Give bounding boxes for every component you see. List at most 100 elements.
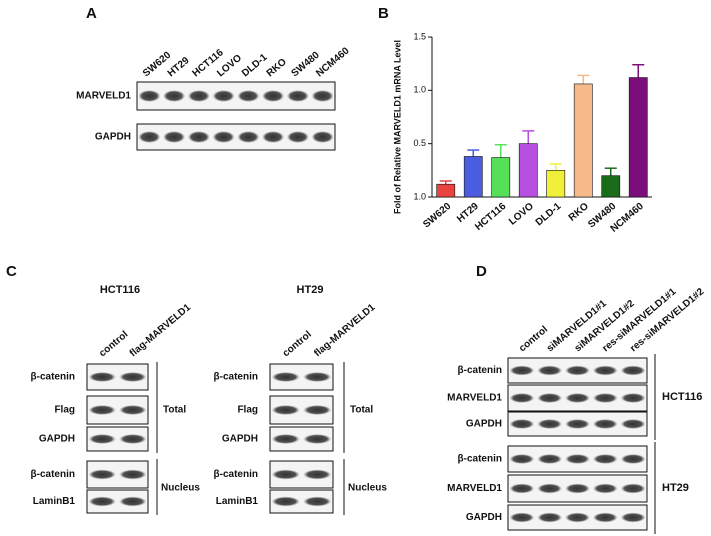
blot-band — [187, 131, 211, 143]
blot-band — [261, 131, 285, 143]
blot-band — [162, 90, 186, 102]
blot-band — [88, 469, 116, 480]
blot-band — [119, 405, 147, 415]
bar — [436, 183, 456, 198]
row-label: GAPDH — [95, 132, 131, 143]
y-tick-label: 1.0 — [413, 85, 426, 95]
y-axis-label: Fold of Relative MARVELD1 mRNA Level — [392, 40, 402, 214]
row-label: GAPDH — [466, 419, 502, 430]
blot-band — [88, 496, 116, 507]
panel-label: A — [86, 5, 97, 22]
panel-label: C — [6, 263, 17, 280]
blot-band — [119, 434, 147, 444]
blot-band — [271, 372, 300, 382]
blot-band — [509, 365, 535, 376]
blot-box — [86, 489, 149, 514]
blot-band — [286, 131, 310, 143]
fraction-label: Total — [350, 405, 373, 416]
blot-band — [138, 90, 161, 102]
blot-band — [620, 365, 646, 376]
row-label: MARVELD1 — [447, 393, 502, 404]
row-label: LaminB1 — [216, 496, 259, 507]
blot-band — [537, 483, 563, 494]
row-label: GAPDH — [466, 512, 502, 523]
blot-band — [119, 469, 147, 480]
blot-band — [592, 483, 618, 494]
fraction-label: Nucleus — [348, 483, 387, 494]
row-label: LaminB1 — [33, 496, 76, 507]
panel-label: B — [378, 5, 389, 22]
blot-band — [620, 393, 646, 403]
row-label: Flag — [237, 405, 258, 416]
x-tick-label: DLD-1 — [534, 201, 564, 229]
blot-band — [162, 131, 186, 143]
blot-band — [509, 483, 535, 494]
blot-band — [620, 454, 646, 464]
blot-band — [303, 469, 332, 480]
row-label: GAPDH — [222, 434, 258, 445]
blot-band — [592, 512, 618, 523]
lane-label: control — [97, 329, 130, 359]
blot-band — [509, 419, 535, 429]
bar — [573, 83, 593, 198]
fraction-label: Nucleus — [161, 483, 200, 494]
x-tick-label: SW620 — [421, 201, 454, 231]
blot-band — [88, 372, 116, 382]
blot-band — [119, 496, 147, 507]
lane-label: DLD-1 — [240, 52, 270, 80]
blot-band — [620, 512, 646, 523]
row-label: β-catenin — [458, 365, 502, 376]
blot-band — [138, 131, 161, 143]
row-label: GAPDH — [39, 434, 75, 445]
cell-label: HT29 — [297, 284, 324, 296]
lane-label: control — [517, 324, 550, 354]
blot-band — [509, 512, 535, 523]
x-tick-label: HCT116 — [473, 201, 509, 233]
bar — [546, 170, 566, 198]
row-label: Flag — [54, 405, 75, 416]
cell-label: HT29 — [662, 482, 689, 494]
blot-band — [271, 405, 300, 415]
blot-band — [509, 393, 535, 403]
blot-band — [537, 512, 563, 523]
blot-band — [564, 393, 591, 403]
cell-label: HCT116 — [662, 391, 702, 403]
blot-band — [311, 90, 334, 102]
row-label: β-catenin — [31, 469, 75, 480]
y-tick-label: 1.5 — [413, 31, 426, 41]
lane-label: flag-MARVELD1 — [128, 302, 194, 360]
row-label: β-catenin — [214, 372, 258, 383]
blot-band — [237, 90, 260, 102]
blot-band — [303, 434, 332, 444]
blot-band — [187, 90, 211, 102]
blot-band — [537, 393, 563, 403]
blot-band — [620, 483, 646, 494]
x-tick-label: LOVO — [507, 201, 536, 228]
blot-band — [537, 419, 563, 429]
blot-band — [564, 454, 591, 464]
y-tick-label: 1.0 — [413, 191, 426, 201]
lane-label: control — [281, 329, 314, 359]
blot-band — [119, 372, 147, 382]
blot-band — [509, 454, 535, 464]
bar — [463, 156, 483, 198]
blot-band — [271, 434, 300, 444]
bar — [491, 157, 511, 198]
blot-band — [311, 131, 334, 143]
blot-band — [592, 393, 618, 403]
blot-band — [592, 454, 618, 464]
blot-band — [564, 365, 591, 376]
blot-band — [212, 131, 235, 143]
blot-band — [88, 405, 116, 415]
blot-band — [261, 90, 285, 102]
blot-band — [564, 483, 591, 494]
lane-label: NCM460 — [314, 45, 352, 79]
row-label: β-catenin — [214, 469, 258, 480]
cell-label: HCT116 — [100, 284, 140, 296]
blot-band — [303, 496, 332, 507]
row-label: β-catenin — [31, 372, 75, 383]
row-label: MARVELD1 — [447, 483, 502, 494]
row-label: MARVELD1 — [76, 91, 131, 102]
blot-band — [88, 434, 116, 444]
lane-label: flag-MARVELD1 — [312, 302, 378, 360]
